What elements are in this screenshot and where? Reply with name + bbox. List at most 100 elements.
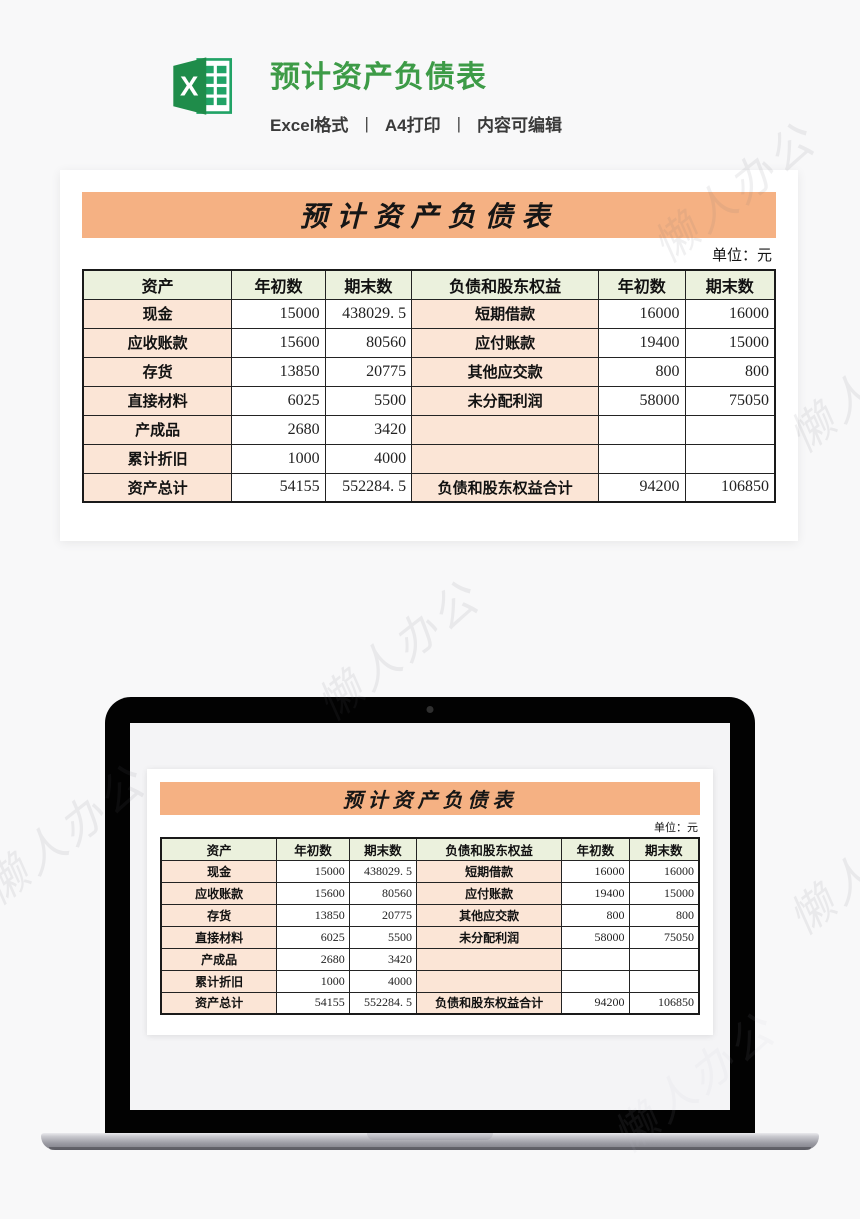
laptop-mockup: 预计资产负债表 单位：元 资产 年初数 期末数 负债和股东权益 年初数 xyxy=(0,697,860,1157)
account-label-cell: 现金 xyxy=(82,298,233,329)
account-label-cell: 负债和股东权益合计 xyxy=(411,472,599,503)
table-row: 累计折旧 1000 4000 xyxy=(160,969,700,993)
value-cell: 5500 xyxy=(324,385,413,416)
value-cell: 438029. 5 xyxy=(348,859,418,883)
subtitle-separator: | xyxy=(364,113,369,133)
account-label-cell: 应收账款 xyxy=(160,881,278,905)
account-label-cell: 存货 xyxy=(82,356,233,387)
svg-text:X: X xyxy=(180,71,199,102)
col-header-end: 期末数 xyxy=(684,269,776,300)
account-label-cell: 应付账款 xyxy=(416,881,563,905)
value-cell: 5500 xyxy=(348,925,418,949)
account-label-cell xyxy=(411,414,599,445)
table-header-row: 资产 年初数 期末数 负债和股东权益 年初数 期末数 xyxy=(160,837,700,861)
value-cell: 4000 xyxy=(348,969,418,993)
spreadsheet-preview-card: 预计资产负债表 单位：元 资产 年初数 期末数 负债和股东权益 年初数 期末数 … xyxy=(60,170,798,541)
account-label-cell xyxy=(416,947,563,971)
table-row: 直接材料 6025 5500 未分配利润 58000 75050 xyxy=(82,385,776,416)
value-cell xyxy=(561,969,630,993)
account-label-cell xyxy=(411,443,599,474)
account-label-cell: 直接材料 xyxy=(160,925,278,949)
account-label-cell: 其他应交款 xyxy=(411,356,599,387)
value-cell: 20775 xyxy=(324,356,413,387)
value-cell: 4000 xyxy=(324,443,413,474)
value-cell: 438029. 5 xyxy=(324,298,413,329)
value-cell: 800 xyxy=(684,356,776,387)
value-cell: 1000 xyxy=(276,969,350,993)
value-cell xyxy=(561,947,630,971)
col-header-liabilities: 负债和股东权益 xyxy=(411,269,599,300)
col-header-begin: 年初数 xyxy=(598,269,686,300)
value-cell: 3420 xyxy=(348,947,418,971)
value-cell xyxy=(598,414,686,445)
value-cell: 19400 xyxy=(598,327,686,358)
page-subtitle: Excel格式 | A4打印 | 内容可编辑 xyxy=(270,111,562,136)
col-header-end: 期末数 xyxy=(348,837,418,861)
account-label-cell: 产成品 xyxy=(82,414,233,445)
table-row: 存货 13850 20775 其他应交款 800 800 xyxy=(160,903,700,927)
account-label-cell: 负债和股东权益合计 xyxy=(416,991,563,1015)
value-cell: 106850 xyxy=(628,991,700,1015)
table-row: 资产总计 54155 552284. 5 负债和股东权益合计 94200 106850 xyxy=(160,991,700,1015)
value-cell: 2680 xyxy=(276,947,350,971)
account-label-cell: 产成品 xyxy=(160,947,278,971)
value-cell xyxy=(598,443,686,474)
col-header-assets: 资产 xyxy=(82,269,233,300)
value-cell: 75050 xyxy=(684,385,776,416)
webcam-icon xyxy=(426,706,434,713)
value-cell: 16000 xyxy=(598,298,686,329)
value-cell: 3420 xyxy=(324,414,413,445)
value-cell: 800 xyxy=(598,356,686,387)
sheet-title-banner: 预计资产负债表 xyxy=(160,782,700,815)
table-row: 应收账款 15600 80560 应付账款 19400 15000 xyxy=(82,327,776,358)
subtitle-editable-label: 内容可编辑 xyxy=(477,116,563,135)
value-cell: 75050 xyxy=(628,925,700,949)
balance-sheet-table-mini: 资产 年初数 期末数 负债和股东权益 年初数 期末数 现金 15000 438029… xyxy=(160,837,700,1015)
table-row: 产成品 2680 3420 xyxy=(82,414,776,445)
col-header-end: 期末数 xyxy=(324,269,413,300)
laptop-base xyxy=(41,1133,819,1150)
value-cell: 15600 xyxy=(276,881,350,905)
account-label-cell: 未分配利润 xyxy=(411,385,599,416)
value-cell: 94200 xyxy=(561,991,630,1015)
value-cell: 552284. 5 xyxy=(324,472,413,503)
value-cell: 94200 xyxy=(598,472,686,503)
value-cell: 58000 xyxy=(598,385,686,416)
balance-sheet-table: 资产 年初数 期末数 负债和股东权益 年初数 期末数 现金 15000 438029… xyxy=(82,269,776,503)
value-cell: 15000 xyxy=(231,298,326,329)
value-cell xyxy=(684,414,776,445)
account-label-cell: 未分配利润 xyxy=(416,925,563,949)
account-label-cell: 其他应交款 xyxy=(416,903,563,927)
page-header: X 预计资产负债表 Excel格式 | A4打印 | 内容可编辑 xyxy=(0,0,860,136)
value-cell: 15000 xyxy=(628,881,700,905)
table-row: 累计折旧 1000 4000 xyxy=(82,443,776,474)
col-header-end: 期末数 xyxy=(628,837,700,861)
value-cell: 800 xyxy=(561,903,630,927)
account-label-cell: 累计折旧 xyxy=(82,443,233,474)
table-row: 直接材料 6025 5500 未分配利润 58000 75050 xyxy=(160,925,700,949)
col-header-begin: 年初数 xyxy=(561,837,630,861)
account-label-cell: 直接材料 xyxy=(82,385,233,416)
value-cell: 106850 xyxy=(684,472,776,503)
value-cell: 19400 xyxy=(561,881,630,905)
account-label-cell: 资产总计 xyxy=(160,991,278,1015)
value-cell xyxy=(628,947,700,971)
spreadsheet-preview-mini: 预计资产负债表 单位：元 资产 年初数 期末数 负债和股东权益 年初数 xyxy=(147,769,713,1035)
table-row: 应收账款 15600 80560 应付账款 19400 15000 xyxy=(160,881,700,905)
col-header-begin: 年初数 xyxy=(276,837,350,861)
value-cell: 800 xyxy=(628,903,700,927)
value-cell: 552284. 5 xyxy=(348,991,418,1015)
value-cell: 16000 xyxy=(561,859,630,883)
account-label-cell: 短期借款 xyxy=(411,298,599,329)
col-header-liabilities: 负债和股东权益 xyxy=(416,837,563,861)
table-row: 产成品 2680 3420 xyxy=(160,947,700,971)
subtitle-format-label: Excel格式 xyxy=(270,116,349,135)
value-cell: 16000 xyxy=(684,298,776,329)
value-cell: 80560 xyxy=(348,881,418,905)
col-header-assets: 资产 xyxy=(160,837,278,861)
value-cell: 15600 xyxy=(231,327,326,358)
subtitle-print-label: A4打印 xyxy=(384,116,441,135)
sheet-title-banner: 预计资产负债表 xyxy=(82,192,776,238)
laptop-screen-bezel: 预计资产负债表 单位：元 资产 年初数 期末数 负债和股东权益 年初数 xyxy=(105,697,755,1133)
value-cell: 80560 xyxy=(324,327,413,358)
